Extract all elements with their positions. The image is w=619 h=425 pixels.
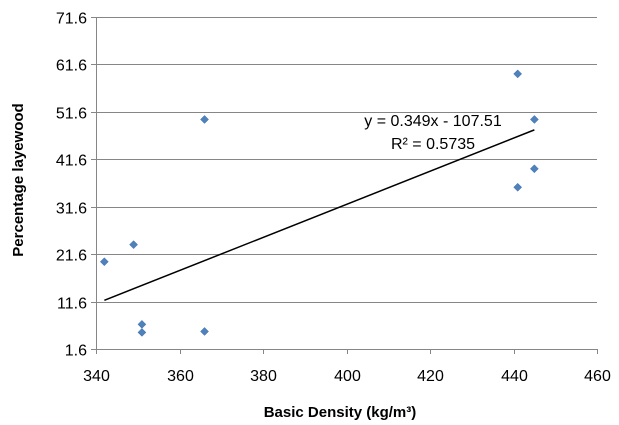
y-tick-label: 71.6 bbox=[56, 11, 87, 28]
y-tick-label: 21.6 bbox=[56, 248, 87, 265]
y-tick-label: 41.6 bbox=[56, 153, 87, 170]
trendline-layer bbox=[104, 129, 535, 302]
x-tick-label: 460 bbox=[584, 368, 611, 385]
data-point bbox=[513, 182, 523, 192]
data-point bbox=[99, 257, 109, 267]
y-tick-label: 11.6 bbox=[57, 296, 87, 313]
data-point bbox=[530, 164, 539, 174]
data-point bbox=[530, 115, 539, 124]
y-tick-label: 31.6 bbox=[56, 201, 87, 218]
y-tick-label: 61.6 bbox=[56, 58, 87, 75]
x-tick-label: 420 bbox=[417, 368, 444, 385]
x-tick-label: 400 bbox=[334, 368, 361, 385]
x-tick-label: 380 bbox=[250, 368, 277, 385]
y-tick-label: 1.6 bbox=[65, 343, 87, 360]
data-point bbox=[129, 240, 138, 250]
data-point bbox=[137, 319, 147, 329]
x-tick-label: 340 bbox=[83, 368, 110, 385]
x-axis-title: Basic Density (kg/m³) bbox=[264, 404, 417, 421]
gridlines bbox=[96, 17, 597, 303]
tick-labels: 1.6 11.6 21.6 31.6 41.6 51.6 61.6 71.6 340 360 380… bbox=[56, 11, 611, 386]
data-point bbox=[200, 115, 209, 124]
y-axis-title: Percentage layewood bbox=[10, 103, 27, 256]
trendline bbox=[104, 129, 535, 302]
trendline-equation: y = 0.349x - 107.51 bbox=[364, 113, 502, 130]
axes bbox=[91, 17, 598, 354]
data-point bbox=[137, 328, 147, 337]
x-tick-label: 360 bbox=[167, 368, 194, 385]
y-tick-label: 51.6 bbox=[56, 106, 87, 123]
r-squared-label: R² = 0.5735 bbox=[391, 136, 475, 153]
x-tick-label: 440 bbox=[501, 368, 528, 385]
data-points bbox=[99, 69, 539, 337]
data-point bbox=[200, 327, 209, 336]
data-point bbox=[513, 69, 523, 79]
